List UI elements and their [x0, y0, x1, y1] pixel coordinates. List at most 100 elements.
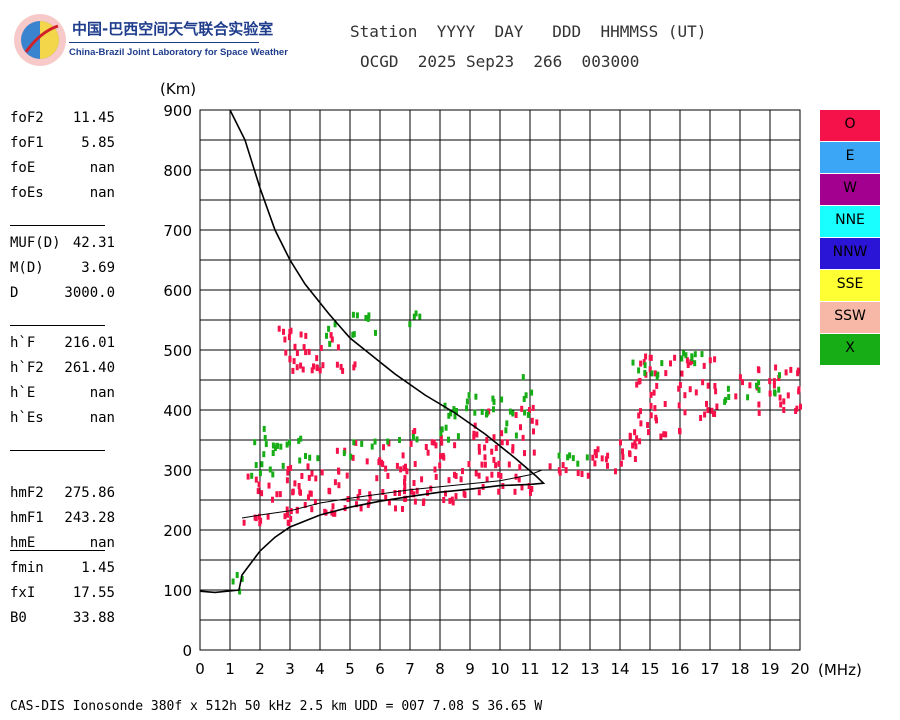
lab-name-cn: 中国-巴西空间天气联合实验室 [72, 20, 274, 38]
x-echo-mark [773, 389, 776, 396]
o-echo-mark [300, 473, 304, 479]
o-echo-mark [648, 366, 652, 373]
x-echo-mark [367, 312, 371, 319]
o-echo-mark [366, 501, 370, 508]
o-echo-mark [345, 472, 349, 479]
o-echo-mark [483, 454, 487, 461]
o-echo-mark [310, 470, 314, 477]
x-echo-mark [585, 454, 589, 461]
o-echo-mark [384, 494, 388, 501]
o-echo-mark [319, 345, 323, 351]
x-echo-mark [700, 351, 704, 358]
x-echo-mark [504, 427, 508, 434]
param-name: B0 [10, 610, 27, 626]
x-echo-mark [235, 572, 239, 578]
o-echo-mark [413, 498, 417, 505]
o-echo-mark [634, 443, 638, 450]
o-echo-mark [779, 401, 783, 408]
y-tick-label: 200 [163, 522, 192, 540]
o-echo-mark [673, 354, 677, 361]
o-echo-mark [683, 392, 687, 399]
o-echo-mark [291, 367, 295, 374]
electron-density-profile [199, 109, 546, 594]
param-value: 275.86 [64, 485, 115, 501]
o-echo-mark [768, 378, 772, 385]
o-echo-mark [529, 489, 532, 496]
legend-item-ssw: SSW [820, 302, 880, 333]
o-echo-mark [797, 386, 801, 393]
o-echo-mark [642, 359, 646, 366]
param-value: nan [89, 160, 115, 176]
o-echo-mark [531, 404, 535, 411]
o-echo-mark [706, 382, 710, 389]
o-echo-mark [424, 444, 428, 450]
o-echo-mark [738, 374, 742, 381]
x-echo-mark [777, 386, 781, 393]
x-tick-label: 7 [405, 660, 415, 678]
o-echo-mark [633, 429, 637, 436]
x-echo-mark [690, 355, 694, 362]
o-echo-mark [393, 490, 397, 496]
o-echo-mark [680, 370, 684, 377]
o-echo-mark [633, 456, 637, 462]
o-echo-mark [288, 356, 292, 363]
o-echo-mark [438, 462, 442, 469]
legend-label: O [844, 116, 856, 132]
o-echo-mark [462, 490, 466, 497]
o-echo-mark [628, 451, 632, 458]
chart-ticks: 0 1 2 3 4 5 6 7 8 9 10 11 12 13 14 15 16 17 18 19 2001002003… [163, 102, 809, 678]
o-echo-mark [335, 361, 339, 368]
o-echo-mark [558, 469, 562, 476]
x-echo-mark [492, 398, 496, 405]
o-echo-mark [260, 490, 264, 497]
o-echo-mark [757, 367, 761, 374]
o-echo-mark [278, 491, 282, 498]
o-echo-mark [768, 390, 772, 397]
o-echo-mark [354, 439, 358, 446]
x-tick-label: 17 [700, 660, 719, 678]
x-echo-mark [643, 369, 647, 376]
param-value: nan [89, 410, 115, 426]
o-echo-mark [606, 462, 609, 469]
x-echo-mark [778, 372, 781, 379]
o-echo-mark [548, 463, 552, 470]
o-echo-mark [405, 468, 409, 475]
x-echo-mark [414, 310, 418, 317]
x-echo-mark [650, 370, 654, 377]
x-tick-label: 12 [550, 660, 569, 678]
o-echo-mark [358, 489, 362, 496]
o-echo-mark [381, 489, 385, 495]
legend-label: X [845, 340, 855, 356]
o-echo-mark [318, 367, 322, 374]
x-tick-label: 14 [610, 660, 629, 678]
o-echo-mark [472, 430, 476, 437]
x-echo-mark [258, 470, 262, 477]
legend-item-e: E [820, 142, 880, 173]
o-echo-mark [302, 344, 306, 351]
o-echo-mark [254, 476, 258, 483]
x-echo-mark [260, 461, 264, 468]
param-value: 33.88 [72, 610, 115, 626]
o-echo-mark [796, 370, 800, 377]
header-labels: Station YYYY DAY DDD HHMMSS (UT) [350, 22, 707, 41]
o-echo-mark [426, 489, 429, 496]
o-echo-mark [286, 466, 290, 472]
o-echo-mark [492, 434, 496, 441]
param-value: 3000.0 [64, 285, 115, 301]
o-echo-mark [500, 439, 504, 446]
x-echo-mark [508, 408, 512, 415]
o-echo-mark [485, 476, 489, 483]
o-echo-mark [295, 364, 299, 371]
o-echo-mark [312, 363, 315, 370]
param-md: M(D) 3.69 [10, 260, 120, 280]
o-echo-mark [500, 430, 504, 437]
o-echo-mark [619, 439, 622, 446]
o-echo-mark [299, 362, 303, 369]
o-echo-mark [411, 429, 415, 436]
x-echo-mark [465, 398, 469, 405]
param-hme: hmE nan [10, 535, 120, 555]
x-echo-mark [285, 441, 289, 448]
x-echo-mark [682, 350, 686, 357]
o-echo-mark [799, 403, 802, 410]
o-echo-mark [246, 473, 250, 480]
